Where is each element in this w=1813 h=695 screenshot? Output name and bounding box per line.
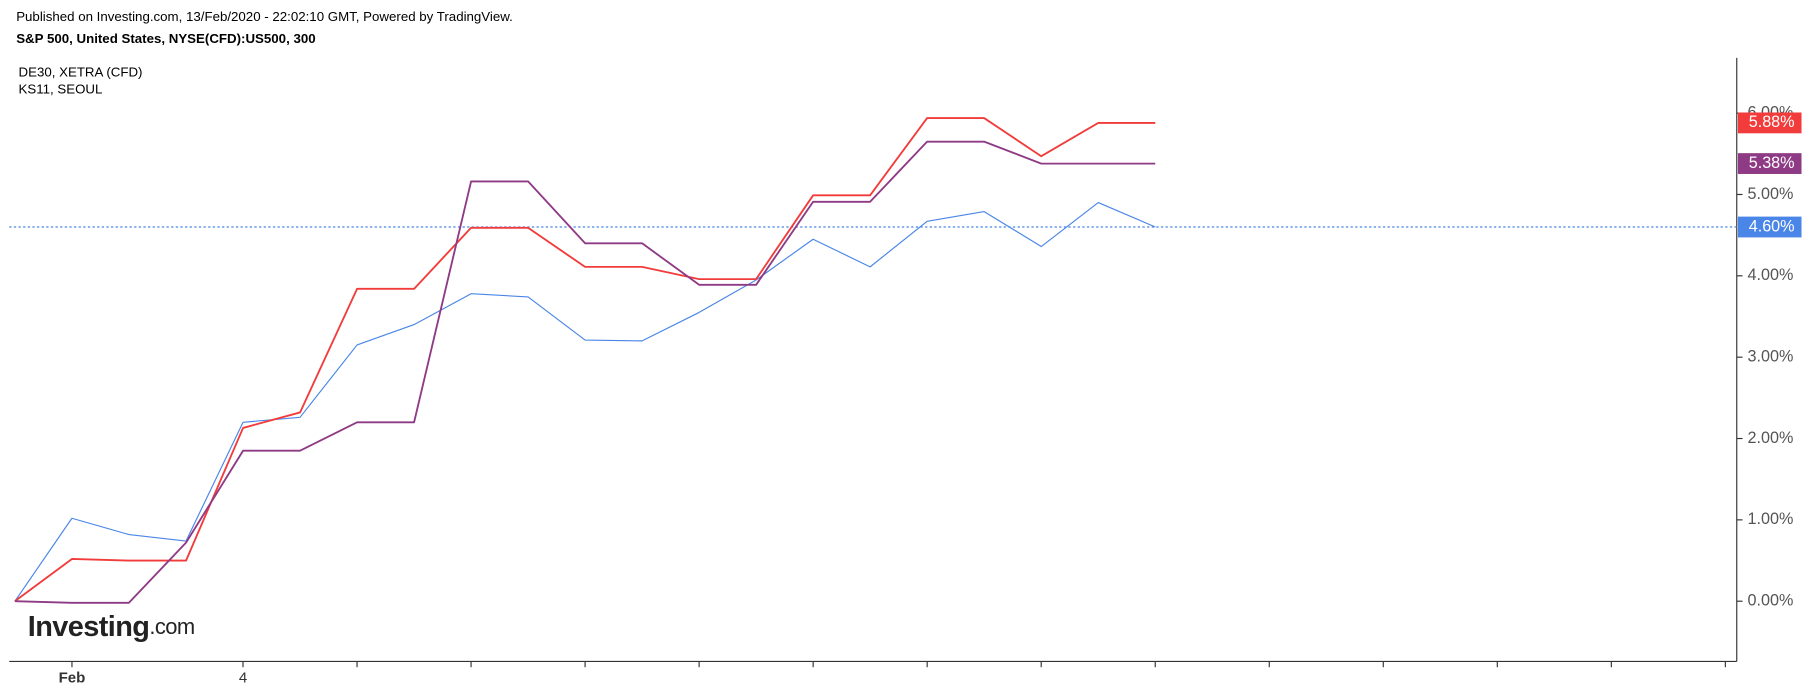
watermark-suffix: .com <box>149 614 194 639</box>
value-label: 5.88% <box>1749 113 1795 131</box>
value-badge <box>1737 216 1802 238</box>
legend-entry: DE30, XETRA (CFD) <box>19 64 143 79</box>
series-line <box>14 117 1156 602</box>
y-tick-label: 3.00% <box>1748 347 1794 365</box>
x-tick-label: Feb <box>59 670 86 687</box>
chart-area: Published on Investing.com, 13/Feb/2020 … <box>9 9 1802 687</box>
value-label: 4.60% <box>1749 217 1795 235</box>
value-badge <box>1737 153 1802 174</box>
chart-subtitle: S&P 500, United States, NYSE(CFD):US500,… <box>16 31 315 46</box>
y-tick-label: 5.00% <box>1748 185 1794 203</box>
value-badge <box>1737 112 1802 134</box>
watermark: Investing.com <box>28 611 195 643</box>
series-line <box>14 140 1156 604</box>
chart-title: Published on Investing.com, 13/Feb/2020 … <box>16 9 513 24</box>
watermark-main: Investing <box>28 611 150 643</box>
y-tick-label: 1.00% <box>1748 510 1794 528</box>
series-line <box>14 202 1156 602</box>
y-tick-label: 2.00% <box>1748 429 1794 447</box>
x-tick-label: 4 <box>239 670 247 687</box>
legend-entry: KS11, SEOUL <box>19 82 103 97</box>
y-tick-label: 4.00% <box>1748 266 1794 284</box>
y-tick-label: 0.00% <box>1748 591 1794 609</box>
value-label: 5.38% <box>1749 154 1795 172</box>
